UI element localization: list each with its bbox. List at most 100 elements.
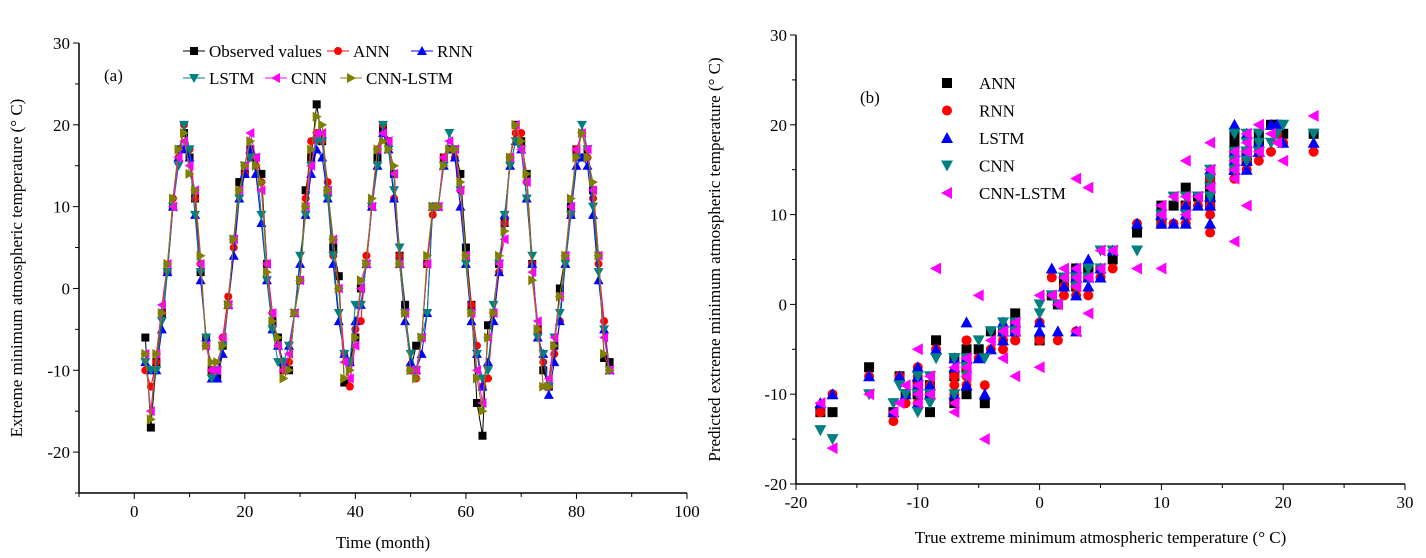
data-point — [1107, 254, 1118, 265]
data-point — [1083, 290, 1094, 301]
data-point — [467, 308, 477, 318]
data-point — [390, 160, 400, 171]
data-point — [184, 152, 195, 162]
data-point — [1052, 335, 1063, 346]
data-point — [533, 324, 543, 335]
data-point — [1205, 227, 1216, 238]
data-point — [1179, 217, 1192, 229]
data-point — [422, 309, 433, 318]
data-point — [528, 275, 538, 286]
data-point — [405, 349, 416, 359]
data-point — [356, 275, 366, 286]
data-point — [979, 398, 990, 409]
data-point — [1277, 119, 1290, 131]
data-point — [156, 317, 167, 327]
data-point — [301, 201, 311, 212]
data-point — [1070, 325, 1082, 338]
data-point — [466, 316, 477, 326]
x-axis-label: Time (month) — [336, 533, 430, 552]
data-point — [1155, 262, 1167, 275]
data-point — [328, 251, 339, 261]
data-point — [1009, 316, 1021, 329]
data-point — [571, 160, 582, 170]
data-point — [157, 308, 167, 318]
data-point — [195, 268, 206, 278]
data-point — [511, 119, 521, 130]
data-point — [152, 358, 161, 367]
data-point — [998, 344, 1009, 355]
data-point — [887, 406, 899, 419]
data-point — [588, 202, 599, 212]
legend-label: RNN — [437, 42, 473, 61]
data-point — [911, 371, 924, 383]
data-point — [588, 185, 598, 196]
data-point — [449, 152, 460, 162]
data-point — [1131, 245, 1144, 257]
legend-marker — [942, 78, 952, 88]
data-point — [1252, 118, 1264, 131]
data-point — [527, 251, 538, 261]
data-point — [262, 267, 272, 278]
data-point — [1131, 262, 1143, 275]
data-point — [577, 128, 587, 138]
data-point — [340, 373, 350, 384]
legend-marker — [347, 73, 356, 83]
data-point — [1033, 316, 1046, 328]
data-point — [827, 407, 838, 418]
data-point — [400, 316, 411, 326]
data-point — [961, 389, 972, 400]
legend-label: CNN-LSTM — [979, 184, 1066, 203]
data-point — [1229, 137, 1240, 148]
data-point — [911, 388, 923, 401]
data-point — [864, 362, 875, 373]
data-point — [311, 128, 321, 138]
data-point — [455, 201, 466, 211]
data-point — [521, 194, 532, 204]
data-point — [417, 332, 427, 343]
data-point — [290, 308, 300, 318]
data-point — [146, 423, 155, 432]
data-point — [960, 370, 972, 383]
data-point — [930, 353, 943, 365]
data-point — [323, 185, 333, 196]
legend-item: RNN — [942, 102, 1015, 121]
data-point — [389, 186, 400, 196]
data-point — [378, 128, 387, 138]
data-point — [456, 169, 465, 178]
legend-item: CNN — [265, 69, 327, 88]
x-tick-label: -10 — [906, 493, 929, 512]
data-point — [1240, 145, 1252, 158]
legend-marker — [417, 46, 427, 55]
data-point — [1057, 280, 1070, 292]
data-point — [228, 250, 239, 260]
data-point — [345, 382, 354, 391]
data-point — [972, 335, 985, 347]
legend-item: RNN — [411, 42, 473, 61]
data-point — [1204, 163, 1216, 176]
legend-item: ANN — [942, 74, 1016, 93]
data-point — [1240, 155, 1253, 167]
legend-marker — [941, 132, 953, 143]
legend-label: CNN — [291, 69, 327, 88]
data-point — [1168, 200, 1179, 211]
data-point — [234, 194, 245, 204]
data-point — [1204, 136, 1216, 149]
data-point — [322, 194, 333, 204]
data-point — [1204, 191, 1217, 203]
data-point — [506, 152, 516, 163]
data-point — [445, 144, 455, 155]
data-point — [428, 201, 438, 212]
data-point — [961, 344, 972, 355]
legend-marker — [271, 73, 280, 83]
data-point — [1167, 217, 1180, 229]
data-point — [279, 373, 289, 384]
data-point — [301, 186, 310, 195]
data-point — [1228, 118, 1241, 130]
data-point — [1132, 227, 1143, 238]
data-point — [593, 275, 604, 285]
data-point — [378, 120, 388, 130]
data-point — [1070, 262, 1082, 275]
data-point — [1009, 325, 1021, 338]
x-tick-label: 100 — [674, 502, 700, 521]
series-cnn-lstm — [814, 109, 1319, 455]
